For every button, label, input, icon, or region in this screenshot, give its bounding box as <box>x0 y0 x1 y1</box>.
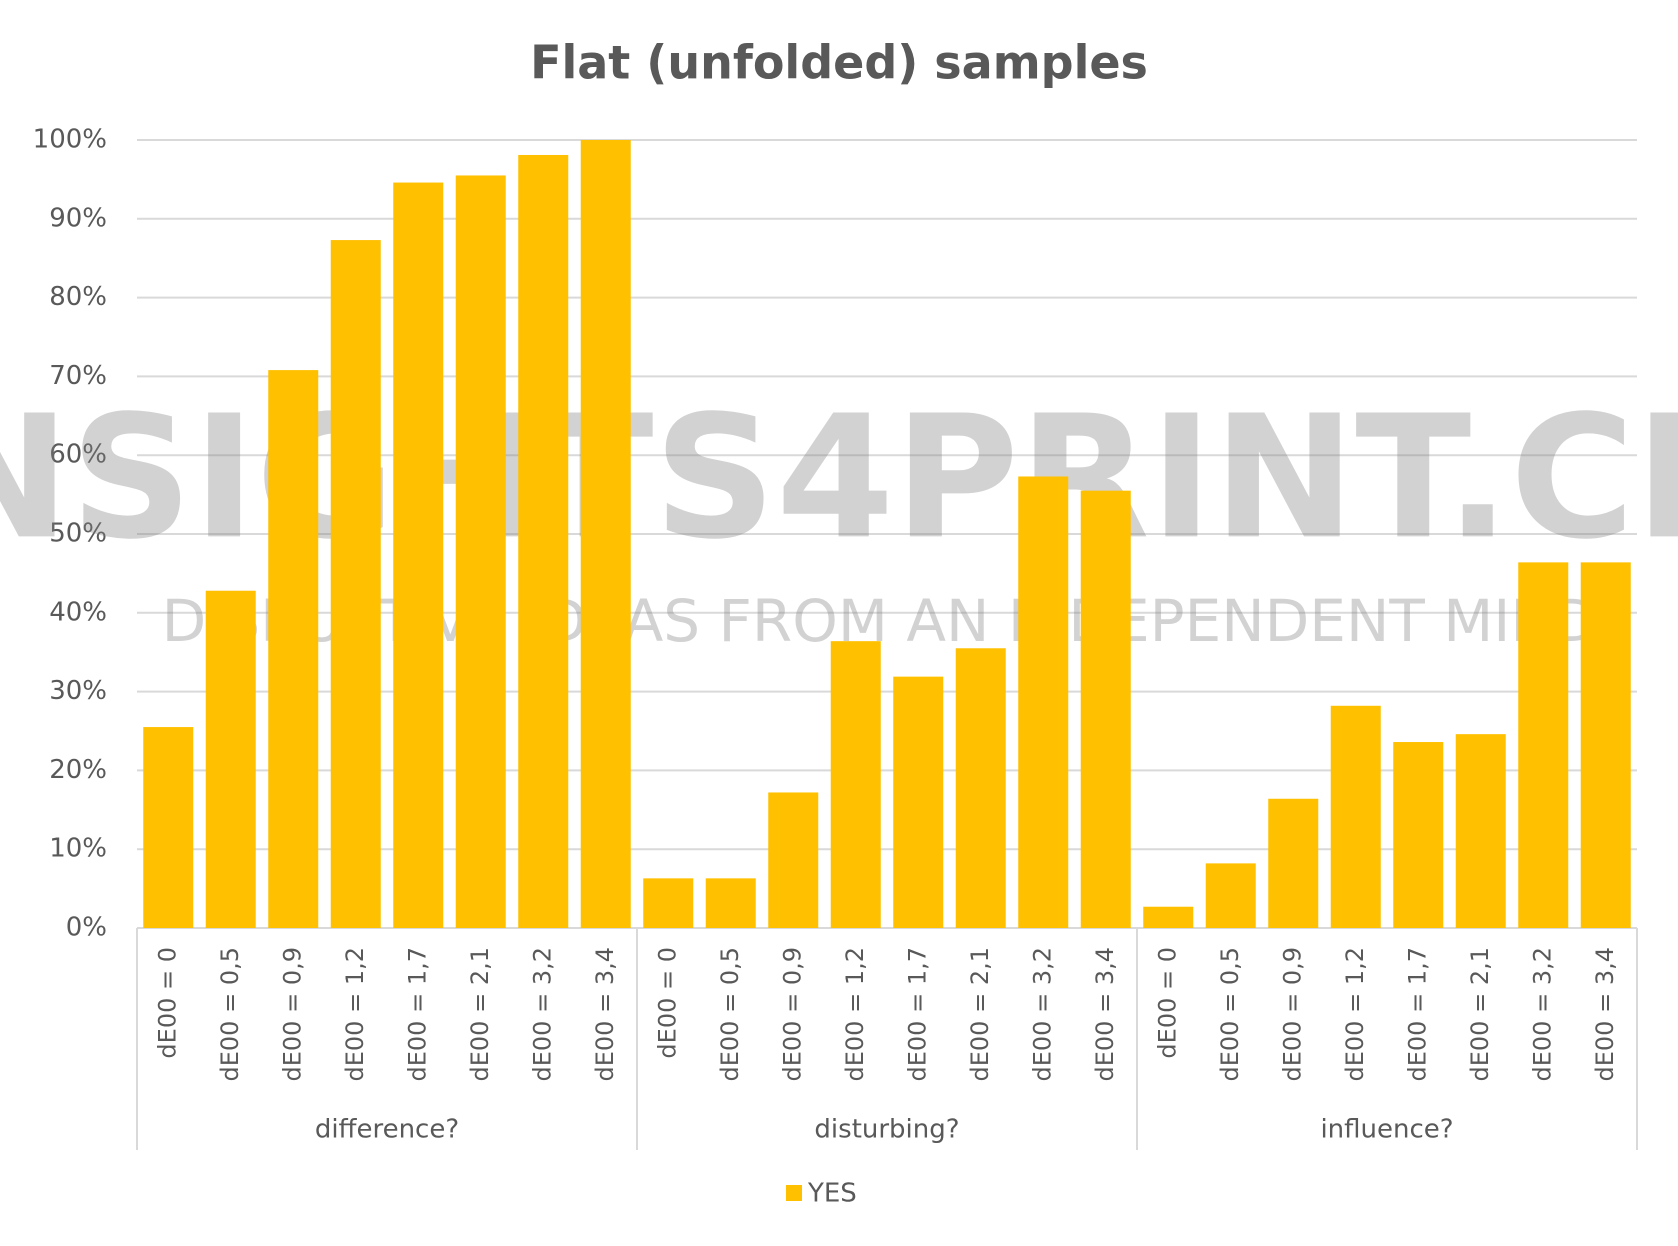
y-tick-label: 50% <box>49 519 107 549</box>
y-tick-label: 70% <box>49 361 107 391</box>
legend-swatch <box>786 1185 802 1201</box>
y-tick-label: 40% <box>49 597 107 627</box>
y-tick-label: 0% <box>66 913 107 943</box>
x-tick-label: dE00 = 1,7 <box>1403 947 1431 1081</box>
chart-title: Flat (unfolded) samples <box>530 36 1148 90</box>
bar <box>205 590 256 928</box>
bar <box>268 370 319 928</box>
bar <box>643 878 694 928</box>
x-tick-label: dE00 = 1,7 <box>903 947 931 1081</box>
y-tick-label: 30% <box>49 676 107 706</box>
x-tick-label: dE00 = 3,4 <box>1091 947 1119 1081</box>
x-tick-label: dE00 = 0,5 <box>716 947 744 1081</box>
x-tick-label: dE00 = 2,1 <box>1466 947 1494 1081</box>
x-tick-label: dE00 = 0 <box>653 947 681 1059</box>
bar <box>1205 863 1256 928</box>
y-tick-label: 60% <box>49 440 107 470</box>
x-group-label: difference? <box>315 1115 459 1145</box>
bar <box>1330 705 1381 928</box>
bar <box>580 140 631 928</box>
x-tick-label: dE00 = 0,5 <box>216 947 244 1081</box>
x-tick-label: dE00 = 3,2 <box>1028 947 1056 1081</box>
bar <box>705 878 756 928</box>
bar <box>1018 476 1069 928</box>
x-tick-label: dE00 = 0 <box>1153 947 1181 1059</box>
x-tick-label: dE00 = 1,2 <box>341 947 369 1081</box>
bar <box>1143 906 1194 928</box>
bar <box>1393 742 1444 928</box>
y-tick-label: 80% <box>49 282 107 312</box>
bar <box>393 182 444 928</box>
bar <box>1080 490 1131 928</box>
x-tick-label: dE00 = 0,9 <box>278 947 306 1081</box>
bar <box>143 727 194 928</box>
bar <box>1518 562 1569 928</box>
x-tick-label: dE00 = 2,1 <box>466 947 494 1081</box>
x-tick-label: dE00 = 3,4 <box>1591 947 1619 1081</box>
bar <box>830 641 881 928</box>
y-tick-label: 10% <box>49 834 107 864</box>
bar <box>768 792 819 928</box>
bar <box>1268 798 1319 928</box>
x-tick-label: dE00 = 0 <box>153 947 181 1059</box>
x-tick-label: dE00 = 3,2 <box>528 947 556 1081</box>
x-tick-label: dE00 = 1,2 <box>1341 947 1369 1081</box>
x-tick-label: dE00 = 0,9 <box>1278 947 1306 1081</box>
x-tick-label: dE00 = 1,2 <box>841 947 869 1081</box>
x-tick-label: dE00 = 2,1 <box>966 947 994 1081</box>
x-tick-label: dE00 = 3,4 <box>591 947 619 1081</box>
watermark: INSIGHTS4PRINT.CEO <box>0 379 1678 577</box>
bar <box>1455 734 1506 928</box>
bar <box>1580 562 1631 928</box>
x-tick-label: dE00 = 0,5 <box>1216 947 1244 1081</box>
x-group-label: influence? <box>1320 1115 1453 1145</box>
bar <box>455 175 506 928</box>
x-tick-label: dE00 = 0,9 <box>778 947 806 1081</box>
y-tick-label: 100% <box>33 125 107 155</box>
legend-label: YES <box>807 1179 857 1209</box>
x-tick-label: dE00 = 3,2 <box>1528 947 1556 1081</box>
bar <box>955 648 1006 928</box>
x-group-label: disturbing? <box>814 1115 959 1145</box>
y-tick-label: 90% <box>49 203 107 233</box>
bar <box>330 240 381 929</box>
bar <box>518 154 569 929</box>
y-tick-label: 20% <box>49 755 107 785</box>
x-tick-label: dE00 = 1,7 <box>403 947 431 1081</box>
bar <box>893 676 944 928</box>
